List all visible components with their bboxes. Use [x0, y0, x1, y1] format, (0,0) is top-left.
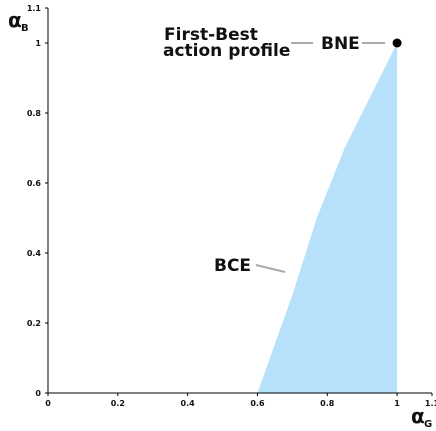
x-axis-symbol: α [411, 404, 425, 428]
points-layer [392, 38, 402, 48]
y-tick-label: 1.1 [27, 4, 42, 13]
x-tick-label: 1.1 [425, 399, 436, 408]
y-tick-label: 0.8 [27, 109, 42, 118]
y-axis-symbol: α [8, 8, 22, 32]
y-tick-label: 0.4 [27, 249, 42, 258]
bne-label: BNE [321, 34, 360, 54]
bce-annotation: BCE [214, 256, 286, 276]
y-axis-label: α B [8, 8, 29, 34]
x-tick-label: 1 [394, 399, 400, 408]
x-tick-label: 0 [45, 399, 51, 408]
x-tick-label: 0.4 [181, 399, 196, 408]
axes-layer [47, 8, 432, 394]
x-axis-label: α G [411, 404, 432, 430]
x-tick-label: 0.8 [320, 399, 335, 408]
first-best-annotation: First-Best action profile [163, 25, 313, 61]
first-best-label-line2: action profile [163, 41, 290, 61]
y-tick-label: 0.6 [27, 179, 42, 188]
y-tick-label: 0 [35, 389, 41, 398]
bce-leader-line [255, 264, 286, 273]
first-best-label-line1: First-Best [164, 25, 258, 45]
ticks-layer: 0 0.2 0.4 0.6 0.8 1 1.1 0 0.2 0.4 0.6 0.8 1 1.1 [27, 4, 436, 408]
x-tick-label: 0.6 [250, 399, 265, 408]
x-axis-subscript: G [424, 419, 432, 430]
y-axis-subscript: B [21, 23, 29, 34]
bce-region [257, 43, 398, 393]
bne-point [392, 38, 402, 48]
x-tick-label: 0.2 [111, 399, 125, 408]
bce-label: BCE [214, 256, 251, 276]
y-tick-label: 0.2 [27, 319, 41, 328]
bce-region-layer [257, 43, 398, 393]
y-tick-label: 1 [35, 39, 41, 48]
bne-annotation: BNE [321, 34, 385, 54]
